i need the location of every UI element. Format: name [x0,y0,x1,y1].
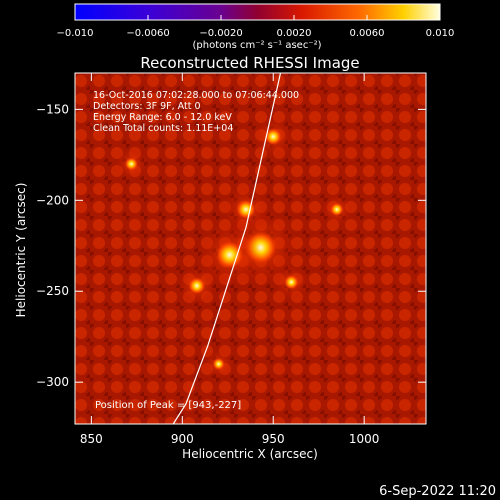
plot-frame [74,72,427,425]
colorbar-ticks: −0.010 −0.0060 −0.0020 0.0020 0.0060 0.010 [56,15,454,39]
peak-position-label: Position of Peak = [943,-227] [95,400,241,411]
source-blob [212,358,225,370]
y-tick-label: −200 [36,193,69,207]
source-blob [236,199,256,219]
colorbar-tick-label: −0.0020 [199,28,242,39]
x-axis: 850 900 950 1000 [80,73,380,446]
x-tick-label: 900 [171,432,194,446]
x-tick-label: 850 [80,432,103,446]
annotation-line: Detectors: 3F 9F, Att 0 [93,101,201,112]
source-blob [188,277,206,294]
annotation-line: Clean Total counts: 1.11E+04 [93,123,233,134]
colorbar-tick-label: −0.0060 [126,28,169,39]
y-tick-label: −300 [36,375,69,389]
colorbar-label: (photons cm⁻² s⁻¹ asec⁻²) [192,40,321,51]
source-blob [215,241,244,269]
x-tick-label: 950 [262,432,285,446]
source-blob [124,157,138,171]
y-tick-label: −250 [36,284,69,298]
source-blob [265,128,282,145]
annotation-line: Energy Range: 6.0 - 12.0 keV [93,112,232,123]
y-axis: −150 −200 −250 −300 [36,102,426,389]
solar-limb-line [172,73,282,424]
colorbar-tick-label: 0.0060 [350,28,385,39]
colorbar-tick-label: 0.0020 [277,28,312,39]
x-tick-label: 1000 [349,432,380,446]
x-axis-label: Heliocentric X (arcsec) [182,447,318,461]
y-axis-label: Heliocentric Y (arcsec) [14,183,28,318]
header-annotations: 16-Oct-2016 07:02:28.000 to 07:06:44.000… [93,90,299,134]
colorbar-tick-label: −0.010 [56,28,93,39]
chart-title: Reconstructed RHESSI Image [140,54,359,72]
colorbar [74,3,441,21]
image-plot [75,73,426,424]
annotation-line: 16-Oct-2016 07:02:28.000 to 07:06:44.000 [93,90,299,101]
source-blob [284,275,299,290]
timestamp: 6-Sep-2022 11:20 [379,484,496,499]
y-tick-label: −150 [36,102,69,116]
colorbar-tick-label: 0.010 [426,28,455,39]
source-blob [330,202,344,216]
